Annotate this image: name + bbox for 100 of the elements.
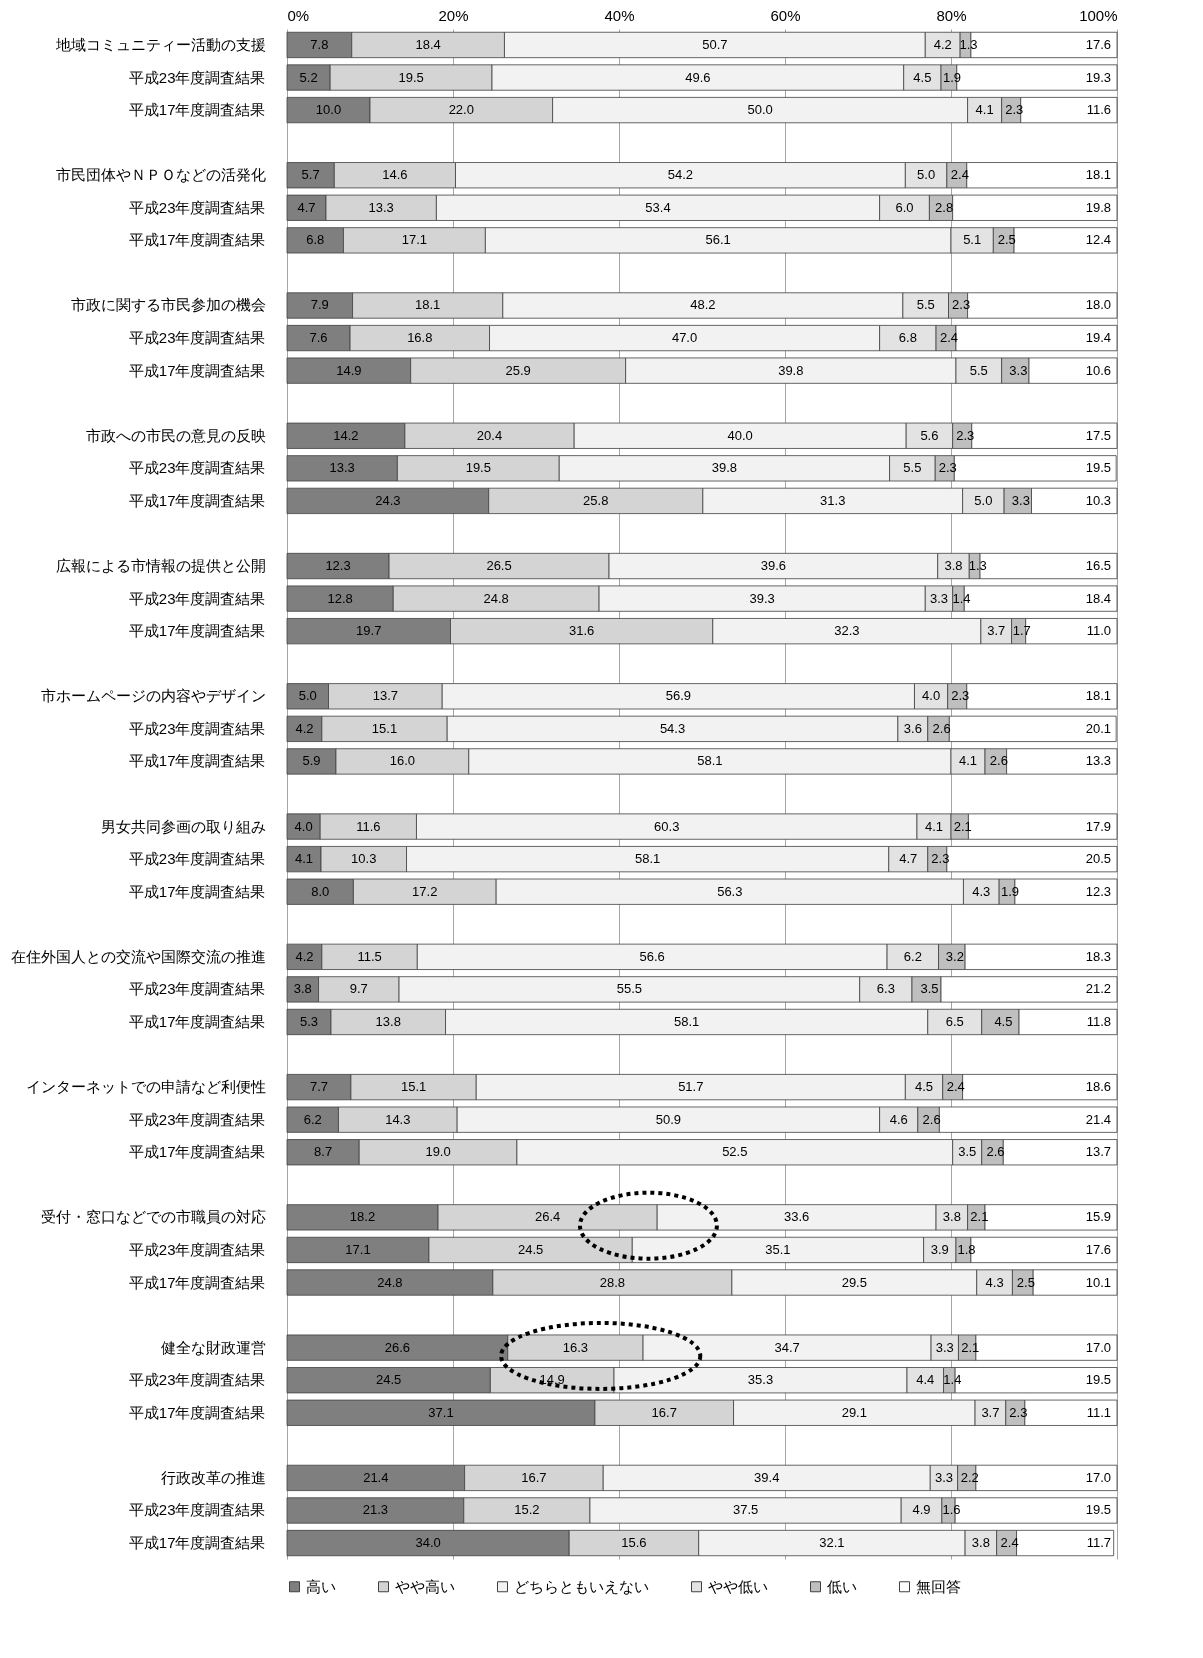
data-label: 3.8 bbox=[293, 981, 312, 997]
legend-label: 低い bbox=[827, 1577, 857, 1595]
y-tick-label: 平成23年度調査結果 bbox=[128, 1110, 266, 1128]
y-tick-label: 市民団体やＮＰＯなどの活発化 bbox=[55, 166, 266, 184]
data-label: 3.2 bbox=[945, 948, 964, 964]
data-label: 13.7 bbox=[1085, 1144, 1111, 1160]
data-label: 18.2 bbox=[349, 1209, 376, 1225]
data-label: 7.8 bbox=[310, 36, 329, 52]
data-label: 18.1 bbox=[1085, 167, 1111, 183]
data-label: 5.0 bbox=[298, 688, 317, 704]
legend-label: やや低い bbox=[708, 1577, 768, 1595]
data-label: 3.3 bbox=[929, 590, 948, 606]
y-tick-label: 平成23年度調査結果 bbox=[128, 1501, 266, 1519]
data-label: 4.1 bbox=[958, 753, 978, 769]
y-tick-label: 平成23年度調査結果 bbox=[128, 459, 266, 477]
data-label: 19.8 bbox=[1085, 199, 1111, 215]
data-label: 18.0 bbox=[1085, 297, 1111, 313]
data-label: 4.1 bbox=[924, 818, 944, 834]
data-label: 50.7 bbox=[702, 36, 728, 52]
data-label: 5.7 bbox=[301, 167, 320, 183]
data-label: 3.7 bbox=[987, 623, 1006, 639]
data-label: 8.7 bbox=[314, 1144, 333, 1160]
data-label: 24.8 bbox=[483, 590, 509, 606]
data-label: 17.9 bbox=[1085, 818, 1111, 834]
data-label: 20.1 bbox=[1085, 720, 1111, 736]
y-tick-label: 平成23年度調査結果 bbox=[128, 198, 266, 216]
legend-label: どちらともいえない bbox=[514, 1577, 649, 1595]
data-label: 17.0 bbox=[1085, 1339, 1111, 1355]
data-label: 5.0 bbox=[917, 167, 936, 183]
data-label: 12.4 bbox=[1085, 232, 1111, 248]
data-label: 17.0 bbox=[1085, 1469, 1111, 1485]
data-label: 4.0 bbox=[922, 688, 941, 704]
data-label: 2.2 bbox=[960, 1469, 979, 1485]
y-tick-label: 市ホームページの内容やデザイン bbox=[40, 687, 266, 705]
data-label: 5.0 bbox=[974, 492, 993, 508]
data-label: 2.3 bbox=[1009, 1404, 1028, 1420]
legend-label: やや高い bbox=[395, 1577, 455, 1595]
data-label: 5.9 bbox=[302, 753, 321, 769]
data-label: 2.3 bbox=[956, 427, 975, 443]
data-label: 4.7 bbox=[297, 199, 316, 215]
y-tick-label: 健全な財政運営 bbox=[160, 1338, 266, 1356]
data-label: 4.2 bbox=[295, 948, 314, 964]
data-label: 49.6 bbox=[685, 69, 711, 85]
data-label: 2.6 bbox=[932, 720, 951, 736]
data-label: 4.4 bbox=[916, 1372, 935, 1388]
data-label: 26.6 bbox=[384, 1339, 411, 1355]
data-label: 35.1 bbox=[765, 1241, 791, 1257]
data-label: 6.3 bbox=[876, 981, 895, 997]
data-label: 32.3 bbox=[834, 623, 860, 639]
y-tick-label: 行政改革の推進 bbox=[160, 1468, 266, 1486]
data-label: 3.6 bbox=[903, 720, 922, 736]
data-label: 1.6 bbox=[942, 1502, 961, 1518]
y-tick-label: 平成17年度調査結果 bbox=[128, 1143, 266, 1161]
data-label: 26.4 bbox=[534, 1209, 561, 1225]
y-tick-label: 平成17年度調査結果 bbox=[128, 752, 266, 770]
data-label: 4.0 bbox=[294, 818, 313, 834]
y-tick-label: 広報による市情報の提供と公開 bbox=[55, 557, 266, 575]
y-tick-label: 平成17年度調査結果 bbox=[128, 1534, 266, 1552]
x-tick-label: 60% bbox=[770, 6, 801, 24]
data-label: 5.5 bbox=[969, 362, 988, 378]
data-label: 58.1 bbox=[673, 1013, 700, 1029]
data-label: 15.6 bbox=[621, 1535, 647, 1551]
data-label: 24.5 bbox=[376, 1372, 402, 1388]
data-label: 3.5 bbox=[920, 981, 939, 997]
data-label: 29.1 bbox=[841, 1404, 867, 1420]
data-label: 50.0 bbox=[747, 102, 773, 118]
data-label: 21.3 bbox=[362, 1502, 389, 1518]
data-label: 52.5 bbox=[722, 1144, 748, 1160]
data-label: 5.5 bbox=[903, 460, 922, 476]
data-label: 17.2 bbox=[412, 883, 438, 899]
data-label: 25.8 bbox=[583, 492, 609, 508]
data-label: 17.6 bbox=[1085, 36, 1111, 52]
data-label: 5.6 bbox=[920, 427, 939, 443]
y-tick-label: 平成17年度調査結果 bbox=[128, 622, 266, 640]
data-label: 40.0 bbox=[727, 427, 753, 443]
data-label: 14.6 bbox=[382, 167, 408, 183]
data-label: 33.6 bbox=[783, 1209, 810, 1225]
data-label: 6.2 bbox=[303, 1111, 322, 1127]
data-label: 2.5 bbox=[997, 232, 1016, 248]
data-label: 39.6 bbox=[760, 558, 787, 574]
data-label: 13.7 bbox=[372, 688, 399, 704]
data-label: 2.6 bbox=[922, 1111, 941, 1127]
data-label: 2.1 bbox=[970, 1209, 989, 1225]
data-label: 13.8 bbox=[375, 1013, 401, 1029]
data-label: 12.8 bbox=[327, 590, 353, 606]
data-label: 9.7 bbox=[349, 981, 368, 997]
data-label: 2.6 bbox=[986, 1144, 1005, 1160]
data-label: 19.0 bbox=[425, 1144, 451, 1160]
y-tick-label: 受付・窓口などでの市職員の対応 bbox=[40, 1208, 266, 1226]
data-label: 2.3 bbox=[951, 688, 970, 704]
data-label: 4.2 bbox=[295, 720, 314, 736]
data-label: 3.9 bbox=[930, 1241, 949, 1257]
data-label: 10.1 bbox=[1085, 1274, 1111, 1290]
data-label: 5.3 bbox=[299, 1013, 319, 1029]
data-label: 10.3 bbox=[1085, 492, 1111, 508]
data-label: 19.7 bbox=[356, 623, 382, 639]
data-label: 37.5 bbox=[732, 1502, 759, 1518]
data-label: 11.8 bbox=[1086, 1013, 1111, 1029]
data-label: 17.1 bbox=[345, 1241, 371, 1257]
data-label: 16.0 bbox=[389, 753, 416, 769]
